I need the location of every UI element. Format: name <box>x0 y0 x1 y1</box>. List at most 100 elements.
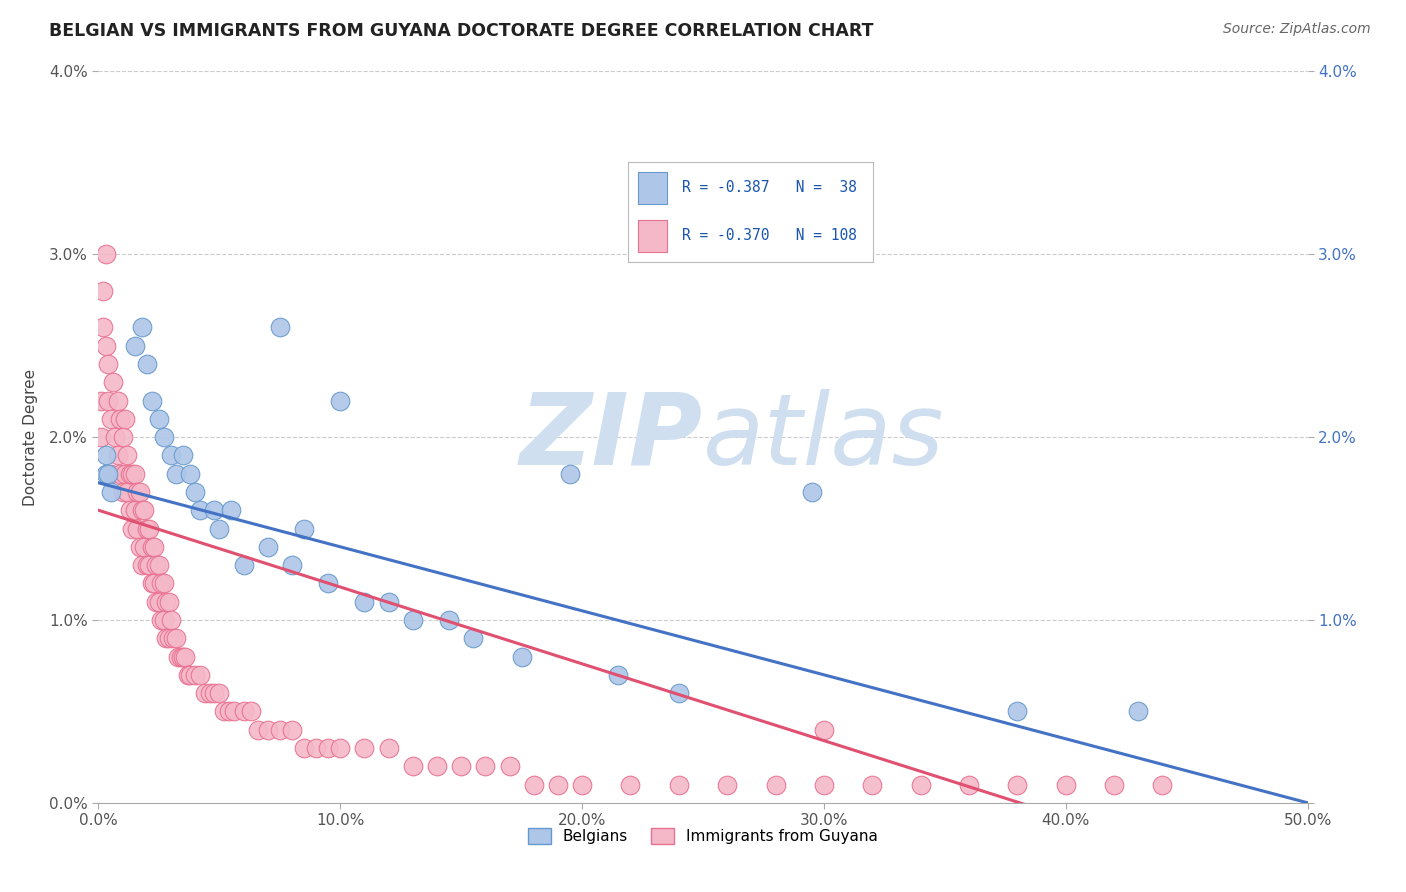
Point <box>957 778 980 792</box>
Point <box>90 393 112 408</box>
Point <box>150 613 173 627</box>
Point <box>1007 778 1029 792</box>
Point <box>239 705 262 719</box>
Point <box>377 595 399 609</box>
Point <box>97 467 120 481</box>
Point <box>107 449 129 463</box>
Point <box>148 412 170 426</box>
Point <box>91 320 114 334</box>
Point <box>162 632 184 646</box>
Point <box>292 740 315 755</box>
Point <box>157 632 180 646</box>
Point <box>124 503 146 517</box>
Text: BELGIAN VS IMMIGRANTS FROM GUYANA DOCTORATE DEGREE CORRELATION CHART: BELGIAN VS IMMIGRANTS FROM GUYANA DOCTOR… <box>49 22 873 40</box>
Point <box>155 595 177 609</box>
Point <box>222 705 245 719</box>
Point <box>208 686 231 700</box>
Point <box>188 503 211 517</box>
Point <box>108 467 131 481</box>
Point <box>121 467 143 481</box>
Point <box>194 686 217 700</box>
Point <box>547 778 569 792</box>
Point <box>160 613 183 627</box>
Point <box>100 467 122 481</box>
Point <box>860 778 883 792</box>
Point <box>100 412 122 426</box>
Point <box>172 449 194 463</box>
Point <box>232 558 254 573</box>
Point <box>269 723 291 737</box>
Point <box>179 467 201 481</box>
Point <box>160 449 183 463</box>
Point <box>148 558 170 573</box>
Point <box>910 778 932 792</box>
Point <box>221 503 243 517</box>
Point <box>1007 705 1029 719</box>
Point <box>145 595 167 609</box>
Point <box>232 705 254 719</box>
Point <box>135 558 157 573</box>
Point <box>1152 778 1174 792</box>
Point <box>402 613 425 627</box>
Point <box>184 485 207 500</box>
Point <box>117 449 139 463</box>
Point <box>402 759 425 773</box>
Point <box>765 778 787 792</box>
Point <box>91 284 114 298</box>
Point <box>204 686 226 700</box>
Point <box>305 740 328 755</box>
Text: R = -0.387   N =  38: R = -0.387 N = 38 <box>682 180 856 195</box>
Point <box>135 521 157 535</box>
Point <box>145 558 167 573</box>
Point <box>571 778 593 792</box>
Point <box>256 723 278 737</box>
Point <box>474 759 496 773</box>
Point <box>716 778 738 792</box>
Point <box>128 540 150 554</box>
Point <box>108 412 131 426</box>
Point <box>353 740 375 755</box>
Point <box>100 485 122 500</box>
Point <box>94 467 117 481</box>
Point <box>1054 778 1077 792</box>
Point <box>1102 778 1125 792</box>
Point <box>141 576 163 591</box>
Point <box>269 320 291 334</box>
Point <box>114 467 136 481</box>
Point <box>141 393 163 408</box>
Point <box>426 759 449 773</box>
Point <box>377 740 399 755</box>
Point <box>118 503 141 517</box>
Point <box>316 740 339 755</box>
Point <box>198 686 221 700</box>
Point <box>813 778 835 792</box>
Point <box>619 778 641 792</box>
Text: Source: ZipAtlas.com: Source: ZipAtlas.com <box>1223 22 1371 37</box>
Point <box>143 576 166 591</box>
Point <box>316 576 339 591</box>
Point <box>292 521 315 535</box>
Text: R = -0.370   N = 108: R = -0.370 N = 108 <box>682 228 856 244</box>
Point <box>155 632 177 646</box>
Point <box>94 247 117 261</box>
Legend: Belgians, Immigrants from Guyana: Belgians, Immigrants from Guyana <box>522 822 884 850</box>
Point <box>800 485 823 500</box>
Point <box>204 503 226 517</box>
Point <box>131 503 153 517</box>
Point <box>463 632 485 646</box>
Point <box>97 357 120 371</box>
Bar <box>638 172 668 203</box>
Point <box>97 393 120 408</box>
Point <box>134 503 156 517</box>
Point <box>138 558 160 573</box>
Point <box>94 449 117 463</box>
Point <box>510 649 533 664</box>
Point <box>281 558 304 573</box>
Point <box>111 485 134 500</box>
Text: atlas: atlas <box>703 389 945 485</box>
Point <box>212 705 235 719</box>
Point <box>150 576 173 591</box>
Point <box>131 558 153 573</box>
Point <box>353 595 375 609</box>
Point <box>813 723 835 737</box>
